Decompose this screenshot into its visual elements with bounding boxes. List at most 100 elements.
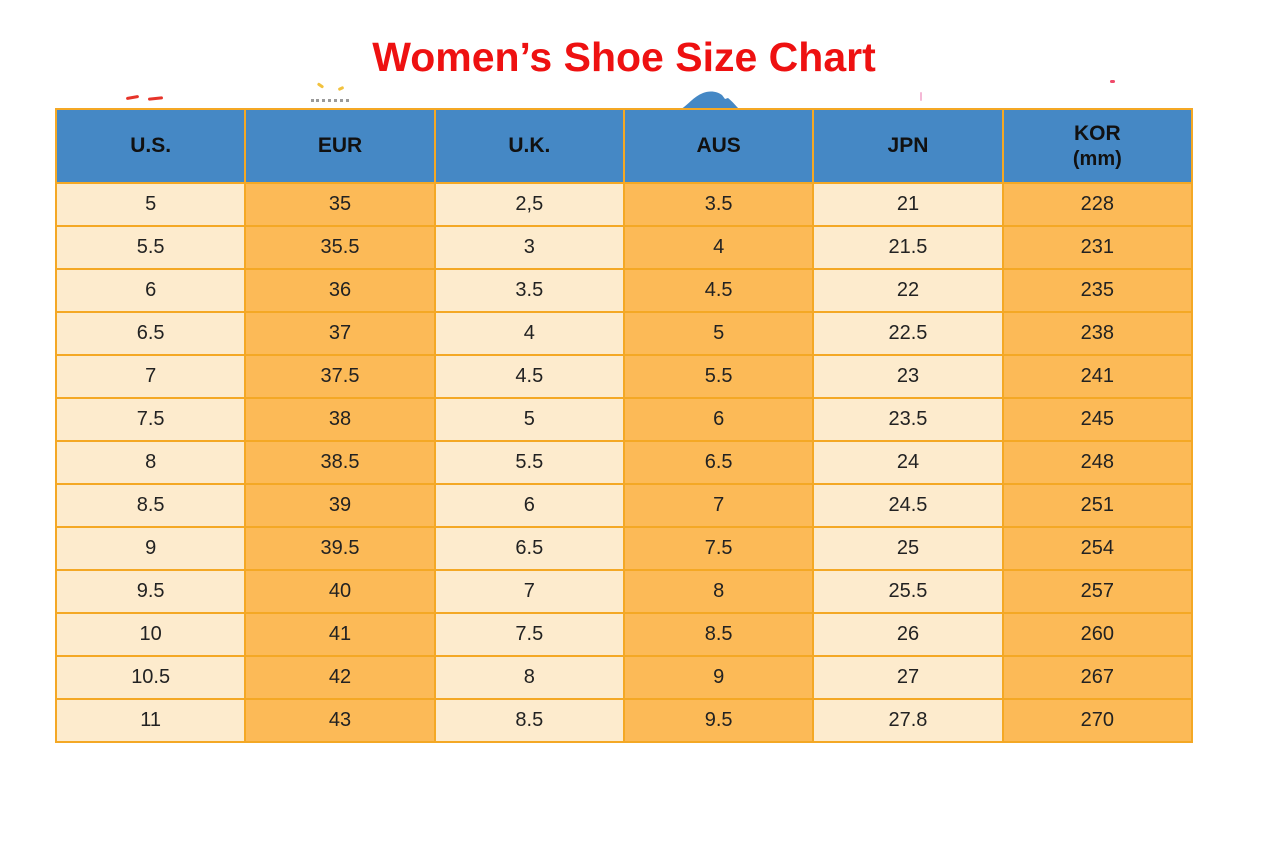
table-cell: 257	[1001, 569, 1194, 614]
table-cell: 3.5	[622, 182, 815, 227]
table-row: 9 39.5 6.5 7.5 25 254	[54, 526, 1194, 571]
table-cell: 3.5	[433, 268, 625, 313]
table-row: 10 41 7.5 8.5 26 260	[54, 612, 1194, 657]
header-cell-aus: AUS	[622, 108, 815, 184]
table-cell: 23	[812, 354, 1004, 399]
table-cell: 248	[1001, 440, 1194, 485]
table-cell: 9	[622, 655, 815, 700]
table-row: 6.5 37 4 5 22.5 238	[54, 311, 1194, 356]
blob-shape	[681, 91, 739, 109]
table-cell: 42	[244, 655, 436, 700]
header-row: U.S. EUR U.K. AUS JPN KOR (mm)	[54, 108, 1194, 184]
table-cell: 9.5	[622, 698, 815, 743]
table-cell: 23.5	[812, 397, 1004, 442]
table-cell: 8	[433, 655, 625, 700]
table-cell: 39.5	[244, 526, 436, 571]
smudge-artifact	[337, 85, 345, 92]
table-cell: 9	[54, 526, 247, 571]
table-cell: 6.5	[622, 440, 815, 485]
table-cell: 254	[1001, 526, 1194, 571]
table-cell: 4	[433, 311, 625, 356]
table-cell: 238	[1001, 311, 1194, 356]
table-cell: 25	[812, 526, 1004, 571]
table-cell: 24.5	[812, 483, 1004, 528]
table-cell: 26	[812, 612, 1004, 657]
page-title: Women’s Shoe Size Chart	[372, 34, 876, 80]
smudge-artifact	[311, 99, 349, 102]
shoe-size-table: U.S. EUR U.K. AUS JPN KOR (mm) 5 35 2,5 3.5 21 228 5…	[54, 108, 1194, 743]
table-cell: 6.5	[433, 526, 625, 571]
table-cell: 35.5	[244, 225, 436, 270]
table-row: 8 38.5 5.5 6.5 24 248	[54, 440, 1194, 485]
table-cell: 24	[812, 440, 1004, 485]
table-cell: 5	[622, 311, 815, 356]
table-cell: 11	[54, 698, 247, 743]
table-cell: 5	[54, 182, 247, 227]
header-cell-kor: KOR (mm)	[1001, 108, 1194, 184]
table-cell: 10	[54, 612, 247, 657]
header-cell-eur: EUR	[244, 108, 436, 184]
table-cell: 4.5	[622, 268, 815, 313]
table-cell: 5.5	[433, 440, 625, 485]
table-cell: 9.5	[54, 569, 247, 614]
table-cell: 5	[433, 397, 625, 442]
table-cell: 27	[812, 655, 1004, 700]
table-cell: 3	[433, 225, 625, 270]
table-cell: 7.5	[54, 397, 247, 442]
table-cell: 27.8	[812, 698, 1004, 743]
smudge-artifact	[920, 92, 922, 101]
table-cell: 38	[244, 397, 436, 442]
paint-smudge-blob	[681, 90, 739, 109]
table-cell: 7	[433, 569, 625, 614]
table-cell: 41	[244, 612, 436, 657]
table-cell: 6.5	[54, 311, 247, 356]
table-cell: 241	[1001, 354, 1194, 399]
table-cell: 35	[244, 182, 436, 227]
table-cell: 40	[244, 569, 436, 614]
table-cell: 6	[54, 268, 247, 313]
table-row: 7.5 38 5 6 23.5 245	[54, 397, 1194, 442]
table-cell: 4	[622, 225, 815, 270]
table-cell: 267	[1001, 655, 1194, 700]
table-cell: 251	[1001, 483, 1194, 528]
table-cell: 7	[622, 483, 815, 528]
table-cell: 37.5	[244, 354, 436, 399]
table-row: 5 35 2,5 3.5 21 228	[54, 182, 1194, 227]
table-cell: 5.5	[622, 354, 815, 399]
table-cell: 39	[244, 483, 436, 528]
table-cell: 22.5	[812, 311, 1004, 356]
table-cell: 8.5	[622, 612, 815, 657]
smudge-artifact	[316, 82, 325, 89]
table-cell: 2,5	[433, 182, 625, 227]
table-cell: 6	[622, 397, 815, 442]
table-cell: 228	[1001, 182, 1194, 227]
table-cell: 10.5	[54, 655, 247, 700]
table-cell: 245	[1001, 397, 1194, 442]
table-cell: 7	[54, 354, 247, 399]
table-row: 10.5 42 8 9 27 267	[54, 655, 1194, 700]
table-cell: 5.5	[54, 225, 247, 270]
table-cell: 36	[244, 268, 436, 313]
table-cell: 22	[812, 268, 1004, 313]
table-row: 6 36 3.5 4.5 22 235	[54, 268, 1194, 313]
table-cell: 25.5	[812, 569, 1004, 614]
table-cell: 21	[812, 182, 1004, 227]
table-row: 9.5 40 7 8 25.5 257	[54, 569, 1194, 614]
table-row: 11 43 8.5 9.5 27.8 270	[54, 698, 1194, 743]
header-cell-uk: U.K.	[433, 108, 625, 184]
table-cell: 231	[1001, 225, 1194, 270]
table-cell: 38.5	[244, 440, 436, 485]
table-header: U.S. EUR U.K. AUS JPN KOR (mm)	[54, 108, 1194, 184]
smudge-artifact	[147, 96, 164, 101]
smudge-artifact	[125, 94, 140, 101]
table-cell: 235	[1001, 268, 1194, 313]
table-cell: 8	[54, 440, 247, 485]
table-body: 5 35 2,5 3.5 21 228 5.5 35.5 3 4 21.5 231 6 36 3.5 4.5 2…	[54, 182, 1194, 743]
table-cell: 7.5	[433, 612, 625, 657]
smudge-artifact	[1110, 80, 1115, 83]
table-cell: 21.5	[812, 225, 1004, 270]
table-row: 7 37.5 4.5 5.5 23 241	[54, 354, 1194, 399]
table-cell: 37	[244, 311, 436, 356]
header-cell-jpn: JPN	[812, 108, 1004, 184]
